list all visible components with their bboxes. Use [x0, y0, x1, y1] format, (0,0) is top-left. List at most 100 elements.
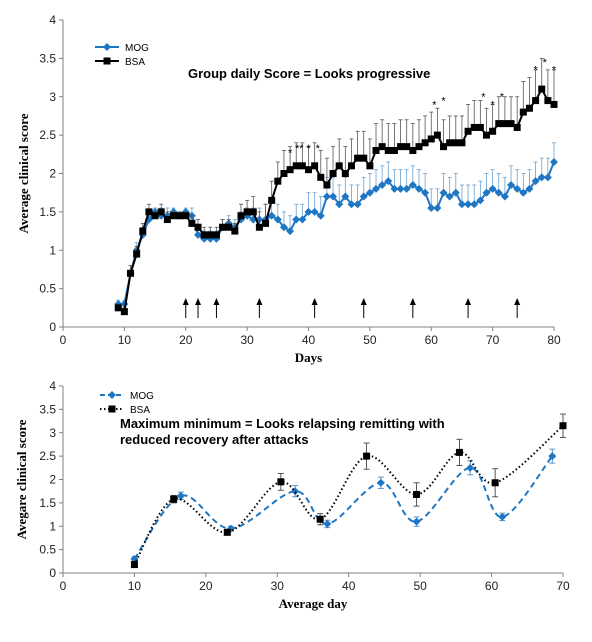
- y-tick-label: 0: [49, 566, 56, 580]
- data-point: [519, 188, 528, 197]
- series-line: [133, 455, 554, 560]
- data-point: [476, 196, 485, 205]
- x-tick-label: 20: [199, 579, 213, 593]
- data-point: [446, 139, 454, 147]
- y-tick-label: 1: [49, 243, 56, 257]
- data-point: [273, 215, 282, 224]
- data-point: [559, 422, 567, 430]
- data-point: [366, 162, 374, 170]
- data-point: [513, 184, 522, 193]
- data-point: [494, 188, 503, 197]
- data-point: [268, 196, 276, 204]
- significance-star: *: [533, 65, 538, 77]
- data-point: [223, 528, 231, 536]
- data-point: [231, 227, 239, 235]
- data-point: [466, 463, 475, 472]
- data-point: [157, 208, 165, 216]
- data-point: [304, 207, 313, 216]
- data-point: [433, 204, 442, 213]
- chart-annotation-line: reduced recovery after attacks: [120, 432, 309, 447]
- data-point: [225, 223, 233, 231]
- data-point: [376, 478, 385, 487]
- y-tick-label: 1.5: [39, 205, 56, 219]
- arrow-head: [409, 298, 416, 305]
- data-point: [322, 192, 331, 201]
- data-point: [365, 188, 374, 197]
- data-point: [226, 524, 235, 533]
- data-point: [120, 308, 128, 316]
- data-point: [277, 478, 285, 486]
- data-point: [279, 223, 288, 232]
- data-point: [415, 143, 423, 151]
- significance-star: *: [306, 143, 311, 155]
- significance-star: *: [552, 65, 557, 77]
- data-point: [482, 188, 491, 197]
- data-point: [390, 146, 398, 154]
- data-point: [335, 162, 343, 170]
- data-point: [194, 223, 202, 231]
- y-tick-label: 2: [49, 167, 56, 181]
- data-point: [280, 170, 288, 177]
- data-point: [491, 479, 499, 487]
- x-tick-label: 10: [128, 579, 142, 593]
- data-point: [359, 192, 368, 201]
- arrow-head: [465, 298, 472, 305]
- data-point: [305, 166, 312, 174]
- data-point: [507, 120, 515, 128]
- data-point: [531, 177, 540, 186]
- data-point: [163, 216, 171, 224]
- data-point: [507, 181, 516, 190]
- y-tick-label: 1.5: [39, 496, 56, 510]
- x-tick-label: 60: [425, 333, 439, 347]
- significance-star: *: [432, 99, 437, 111]
- data-point: [298, 162, 306, 170]
- data-point: [489, 127, 497, 135]
- data-point: [470, 123, 478, 131]
- data-point: [323, 181, 331, 189]
- y-tick-label: 0: [49, 320, 56, 334]
- data-point: [127, 269, 135, 277]
- x-tick-label: 0: [60, 579, 67, 593]
- chart-annotation-line: Maximum minimum = Looks relapsing remitt…: [120, 416, 445, 431]
- data-point: [170, 495, 178, 503]
- data-point: [372, 146, 380, 154]
- data-point: [169, 212, 177, 220]
- data-point: [360, 154, 368, 162]
- data-point: [458, 139, 466, 147]
- data-point: [455, 448, 463, 456]
- arrow-head: [360, 298, 367, 305]
- y-tick-label: 2.5: [39, 449, 56, 463]
- data-point: [452, 139, 460, 147]
- data-point: [274, 177, 282, 185]
- significance-star: *: [288, 148, 293, 160]
- data-point: [513, 123, 521, 131]
- data-point: [335, 200, 344, 209]
- x-tick-label: 40: [342, 579, 356, 593]
- data-point: [396, 184, 405, 193]
- data-point: [408, 181, 417, 190]
- data-point: [403, 143, 411, 151]
- x-tick-label: 50: [413, 579, 427, 593]
- significance-star: *: [543, 57, 548, 69]
- y-tick-label: 2.5: [39, 128, 56, 142]
- data-point: [188, 219, 196, 227]
- legend-marker: [103, 43, 111, 51]
- data-point: [145, 208, 153, 216]
- y-tick-label: 3.5: [39, 51, 56, 65]
- x-tick-label: 30: [271, 579, 285, 593]
- data-point: [537, 173, 546, 182]
- significance-star: *: [481, 92, 486, 104]
- y-tick-label: 3.5: [39, 402, 56, 416]
- legend-label: BSA: [125, 57, 145, 68]
- arrow-head: [514, 298, 521, 305]
- data-point: [544, 97, 552, 105]
- series-bsa: [130, 413, 567, 569]
- x-tick-label: 10: [118, 333, 132, 347]
- data-point: [249, 208, 257, 216]
- data-point: [286, 166, 294, 174]
- data-point: [133, 250, 141, 258]
- y-tick-label: 2: [49, 473, 56, 487]
- legend-marker: [108, 405, 116, 413]
- data-point: [363, 452, 371, 460]
- x-tick-label: 30: [240, 333, 254, 347]
